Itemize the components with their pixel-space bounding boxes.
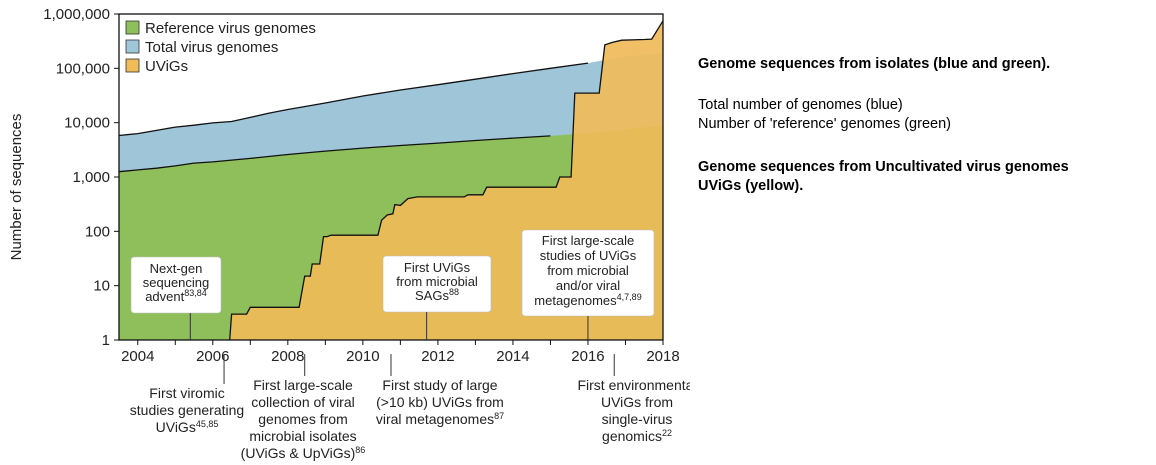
annotation-line: Next-gen <box>150 261 203 276</box>
annotation-sup: 87 <box>494 411 504 421</box>
annotation-sup: 83,84 <box>184 288 207 298</box>
annotation-line: SAGs <box>415 288 449 303</box>
side-reference-genomes: Number of 'reference' genomes (green) <box>698 116 951 132</box>
annotation-box <box>130 256 222 314</box>
series-line-uvigs <box>229 20 664 341</box>
annotation-line: studies of UViGs <box>540 248 637 263</box>
x-tick-label: 2018 <box>646 348 679 365</box>
annotation-line: single-virus <box>602 411 673 427</box>
x-tick-label: 2016 <box>571 348 604 365</box>
annotation-line: First large-scale <box>253 377 353 393</box>
side-heading-uvigs: Genome sequences from Uncultivated virus… <box>698 159 1069 175</box>
legend-swatch <box>125 39 140 54</box>
side-heading-uvigs-2: UViGs (yellow). <box>698 178 804 194</box>
x-tick-label: 2004 <box>121 348 154 365</box>
annotation-text: Next-gen sequencing advent83,84 <box>143 261 210 304</box>
annotation-line: First viromic <box>149 385 224 401</box>
series-line-reference <box>118 135 551 173</box>
y-axis-label: Number of sequences <box>8 114 25 261</box>
annotation-sup: 4,7,89 <box>617 292 642 302</box>
x-tick-label: 2006 <box>196 348 229 365</box>
annotation-line: advent <box>145 289 184 304</box>
annotation-line: First study of large <box>382 377 497 393</box>
series-line-total <box>118 62 589 137</box>
annotation-line: metagenomes <box>534 293 617 308</box>
annotation-box <box>382 255 492 313</box>
annotation-text: First study of large (>10 kb) UViGs from v… <box>376 377 504 427</box>
annotation-line: sequencing <box>143 275 210 290</box>
y-tick-label: 100,000 <box>56 60 110 77</box>
annotation-text: First large-scale collection of viral geno… <box>241 377 366 461</box>
x-tick-label: 2010 <box>346 348 379 365</box>
annotation-line: First large-scale <box>542 233 634 248</box>
annotation-line: microbial isolates <box>249 428 356 444</box>
annotation-sup: 45,85 <box>196 419 219 429</box>
side-heading-isolates: Genome sequences from isolates (blue and… <box>698 56 1051 72</box>
chart: 1 10 100 1,000 10,000 100,000 1,000,000 2004 20… <box>8 6 690 461</box>
annotation-line: collection of viral <box>251 394 355 410</box>
y-tick-label: 10,000 <box>64 115 110 132</box>
annotation-line: from microbial <box>396 274 478 289</box>
annotation-line: UViGs <box>156 419 196 435</box>
annotation-line: and/or viral <box>556 278 620 293</box>
annotation-line: First UViGs <box>404 260 471 275</box>
annotation-line: UViGs from <box>601 394 673 410</box>
x-tick-label: 2014 <box>496 348 529 365</box>
y-tick-label: 1,000 <box>72 169 110 186</box>
legend-label: Reference virus genomes <box>145 20 316 37</box>
annotation-text: First environmental UViGs from single-viru… <box>577 377 690 444</box>
y-tick-label: 100 <box>85 223 110 240</box>
annotation-line: from microbial <box>547 263 629 278</box>
x-tick-label: 2008 <box>271 348 304 365</box>
annotation-sup: 86 <box>355 445 365 455</box>
annotation-sup: 22 <box>662 428 672 438</box>
annotation-text: First large-scale studies of UViGs from mi… <box>534 233 641 308</box>
annotation-sup: 88 <box>449 287 459 297</box>
annotation-line: (>10 kb) UViGs from <box>376 394 504 410</box>
legend-label: UViGs <box>145 58 188 75</box>
annotation-text: First UViGs from microbial SAGs88 <box>396 260 478 303</box>
annotation-line: genomics <box>602 428 662 444</box>
annotation-line: studies generating <box>130 402 244 418</box>
annotation-line: genomes from <box>258 411 347 427</box>
annotation-text: First viromic studies generating UViGs45,8… <box>130 385 244 435</box>
annotation-line: viral metagenomes <box>376 411 494 427</box>
legend-label: Total virus genomes <box>145 39 278 56</box>
y-tick-label: 1,000,000 <box>43 6 110 23</box>
annotation-line: (UViGs & UpViGs) <box>241 445 356 461</box>
y-tick-label: 1 <box>102 332 110 349</box>
side-total-genomes: Total number of genomes (blue) <box>698 97 903 113</box>
x-tick-label: 2012 <box>421 348 454 365</box>
y-tick-label: 10 <box>93 278 110 295</box>
annotation-line: First environmental <box>577 377 690 393</box>
legend-swatch <box>125 58 140 73</box>
legend-swatch <box>125 20 140 35</box>
